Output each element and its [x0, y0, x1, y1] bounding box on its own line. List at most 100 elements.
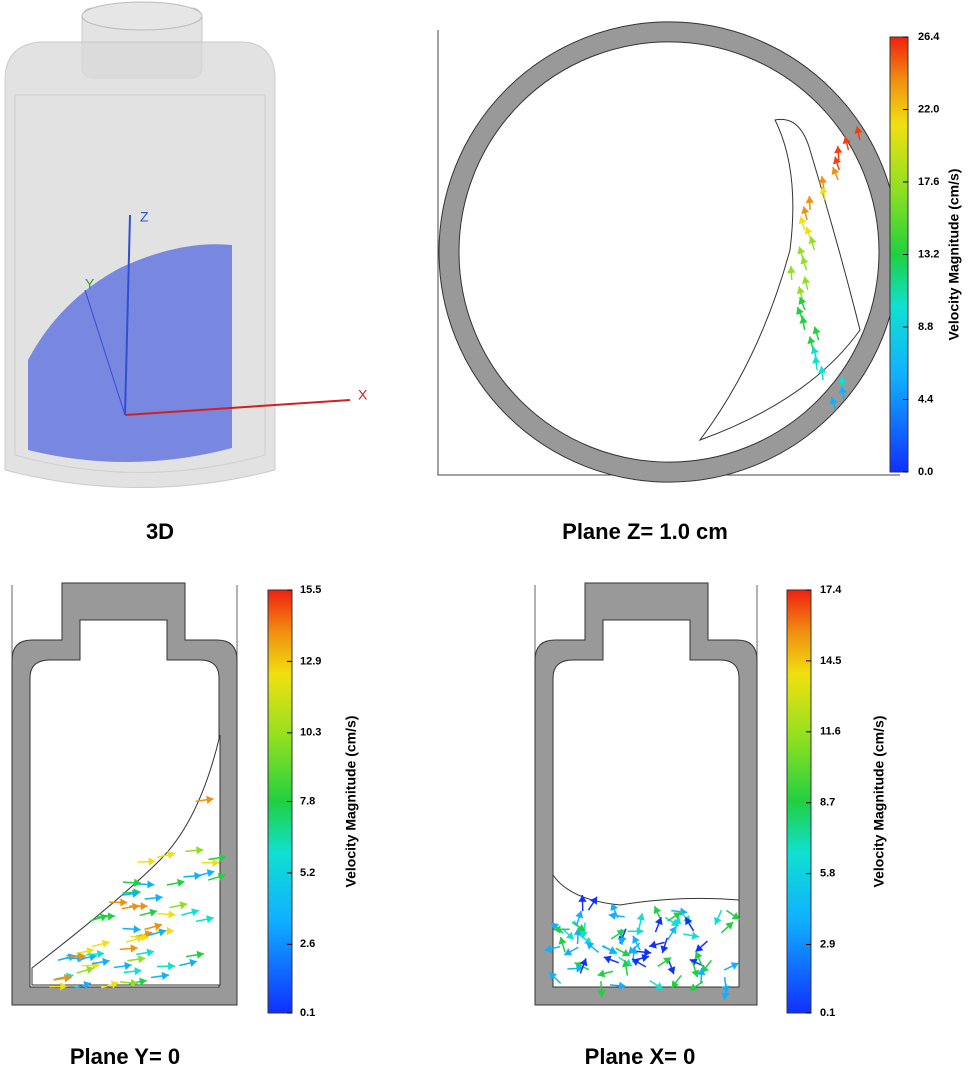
panel-3d: Z Y X 3D	[4, 1, 368, 544]
tick-label: 4.4	[918, 393, 934, 405]
arrow-head	[819, 186, 828, 195]
tick-label: 7.8	[300, 795, 315, 807]
arrow-head	[685, 917, 693, 926]
tick-label: 0.1	[300, 1007, 315, 1019]
arrow-head	[564, 948, 573, 956]
arrow-head	[78, 952, 86, 961]
colorbar-label: Velocity Magnitude (cm/s)	[871, 716, 887, 888]
arrow-head	[671, 980, 679, 989]
arrow-head	[161, 971, 169, 980]
arrow-head	[579, 930, 588, 939]
arrow-head	[573, 928, 583, 936]
arrow-head	[655, 982, 664, 990]
tick-label: 8.8	[918, 321, 933, 333]
arrow-head	[578, 894, 587, 902]
arrow-head	[641, 954, 650, 963]
tick-label: 12.9	[300, 655, 321, 667]
arrow-head	[812, 326, 821, 335]
arrow-head	[130, 978, 138, 987]
caption: Plane X= 0	[585, 1044, 696, 1069]
arrow-head	[621, 948, 630, 957]
arrow-head	[673, 916, 682, 925]
tick-label: 13.2	[918, 248, 939, 260]
x-axis	[124, 399, 351, 416]
arrow-head	[616, 930, 625, 938]
arrow-head	[834, 146, 843, 154]
tick-label: 10.3	[300, 727, 321, 739]
axis-label: Z	[140, 209, 149, 225]
axis-label: X	[358, 387, 368, 403]
arrow-head	[196, 846, 204, 855]
arrow-head	[801, 206, 810, 215]
fluid-surface	[552, 874, 740, 906]
arrow-head	[167, 850, 175, 859]
arrow-head	[631, 958, 640, 966]
arrow-head	[694, 951, 703, 960]
arrow-head	[673, 912, 682, 920]
arrow-head	[829, 396, 838, 405]
arrow-head	[549, 972, 557, 980]
arrow-head	[584, 936, 592, 945]
arrow-head	[130, 944, 138, 953]
arrow-head	[796, 286, 805, 295]
arrow-head	[544, 944, 553, 953]
arrow-head	[553, 925, 561, 934]
arrow-head	[805, 196, 814, 204]
arrow-head	[597, 990, 606, 998]
arrow-head	[132, 889, 140, 898]
arrow-head	[798, 216, 807, 225]
panel-plane-z: Plane Z= 1.0 cm	[437, 21, 900, 544]
tick-label: 0.1	[820, 1007, 835, 1019]
arrow-head	[730, 962, 739, 970]
tick-label: 2.6	[300, 938, 315, 950]
arrow-head	[649, 940, 657, 949]
arrow-head	[191, 908, 199, 917]
arrow-head	[60, 982, 68, 991]
arrow-head	[831, 167, 840, 176]
arrow-head	[155, 893, 163, 902]
tick-label: 26.4	[918, 31, 940, 43]
arrow-head	[663, 957, 672, 965]
arrow-head	[589, 896, 598, 905]
arrow-head	[714, 916, 722, 925]
tick-label: 14.5	[820, 655, 841, 667]
arrow-head	[124, 961, 132, 971]
arrow-head	[177, 878, 185, 887]
tick-label: 11.6	[820, 726, 841, 738]
arrow-head	[660, 945, 669, 954]
arrow-head	[168, 962, 175, 971]
caption: Plane Y= 0	[70, 1044, 180, 1069]
arrow-head	[643, 948, 652, 957]
caption: Plane Z= 1.0 cm	[562, 519, 728, 544]
arrow-head	[838, 376, 847, 384]
arrow-head	[669, 926, 677, 935]
arrow-head	[654, 917, 663, 926]
arrow-head	[206, 915, 214, 924]
z-axis	[124, 214, 131, 416]
tick-label: 17.6	[918, 176, 939, 188]
arrow-head	[577, 923, 586, 932]
arrow-head	[102, 957, 110, 966]
arrow-head	[86, 947, 94, 956]
arrow-head	[721, 992, 730, 1000]
tick-label: 2.9	[820, 938, 835, 950]
arrow-head	[133, 925, 141, 934]
frame	[437, 30, 900, 476]
colorbar-label: Velocity Magnitude (cm/s)	[946, 169, 962, 341]
arrow-head	[168, 910, 176, 919]
tick-label: 15.5	[300, 584, 321, 596]
bottle-wall	[534, 582, 758, 1006]
arrow-head	[725, 922, 734, 930]
arrow-head	[575, 910, 584, 919]
arrow-head	[838, 386, 847, 394]
arrow-head	[818, 366, 827, 374]
arrow-head	[107, 912, 115, 921]
arrow-head	[854, 126, 863, 134]
arrow-head	[212, 858, 220, 867]
arrow-head	[551, 922, 560, 931]
arrow-head	[206, 795, 214, 804]
arrow-head	[695, 944, 704, 952]
arrow-head	[608, 946, 617, 954]
arrow-head	[636, 927, 644, 936]
